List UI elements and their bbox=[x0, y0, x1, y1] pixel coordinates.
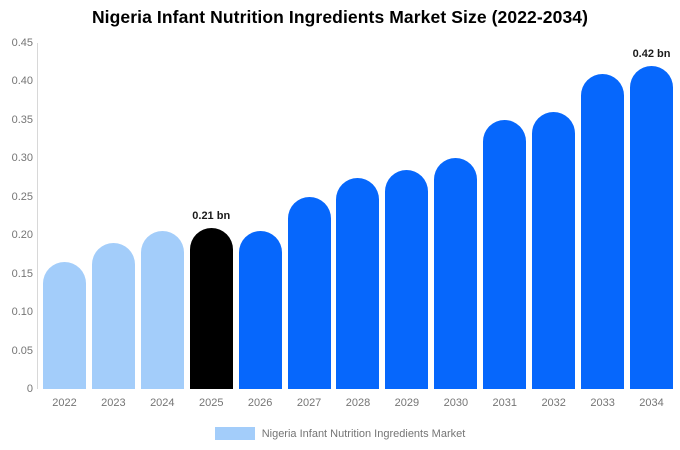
x-tick-label-2023: 2023 bbox=[101, 397, 126, 409]
legend: Nigeria Infant Nutrition Ingredients Mar… bbox=[0, 427, 680, 440]
bar-column-2032 bbox=[529, 43, 578, 389]
x-tick-label-2032: 2032 bbox=[541, 397, 566, 409]
bar-2028[interactable] bbox=[336, 178, 380, 389]
x-tick-label-2027: 2027 bbox=[296, 397, 322, 409]
bar-column-2026 bbox=[236, 43, 285, 389]
y-tick-label: 0.10 bbox=[11, 306, 33, 319]
bar-2029[interactable] bbox=[385, 170, 429, 389]
bar-2031[interactable] bbox=[483, 120, 527, 389]
x-tick-label-2026: 2026 bbox=[247, 397, 273, 409]
bar-column-2027 bbox=[285, 43, 334, 389]
bar-series: 0.21 bn 0.42 bn bbox=[40, 43, 676, 389]
x-tick-label-2034: 2034 bbox=[639, 397, 664, 409]
chart-title: Nigeria Infant Nutrition Ingredients Mar… bbox=[91, 7, 589, 27]
bar-column-2028 bbox=[334, 43, 383, 389]
legend-label: Nigeria Infant Nutrition Ingredients Mar… bbox=[261, 427, 466, 440]
bar-2034[interactable] bbox=[630, 66, 674, 389]
x-tick-label-2029: 2029 bbox=[394, 397, 420, 409]
bar-column-2024 bbox=[138, 43, 187, 389]
bar-2030[interactable] bbox=[434, 158, 478, 389]
y-tick-label: 0.30 bbox=[11, 152, 33, 165]
y-tick-label: 0.35 bbox=[11, 113, 33, 126]
y-tick-label: 0.40 bbox=[11, 75, 33, 88]
bar-column-2031 bbox=[480, 43, 529, 389]
bar-value-annotation: 0.21 bn bbox=[192, 210, 231, 222]
bar-value-annotation: 0.42 bn bbox=[632, 48, 671, 60]
bar-2027[interactable] bbox=[287, 197, 331, 389]
bar-column-2030 bbox=[431, 43, 480, 389]
plot-area: 0.21 bn 0.42 bn bbox=[40, 43, 676, 389]
x-tick-label-2022: 2022 bbox=[52, 397, 77, 409]
bar-column-2022 bbox=[40, 43, 89, 389]
bar-column-2034: 0.42 bn bbox=[627, 43, 676, 389]
legend-swatch-icon bbox=[214, 427, 255, 440]
y-tick-label: 0 bbox=[26, 383, 33, 395]
x-tick-label-2033: 2033 bbox=[590, 397, 615, 409]
x-tick-label-2028: 2028 bbox=[345, 397, 371, 409]
x-tick-label-2025: 2025 bbox=[198, 397, 224, 409]
legend-item[interactable]: Nigeria Infant Nutrition Ingredients Mar… bbox=[214, 427, 466, 440]
bar-column-2029 bbox=[382, 43, 431, 389]
bar-column-2023 bbox=[89, 43, 138, 389]
bar-column-2033 bbox=[578, 43, 627, 389]
x-axis-tick-labels: 2022 2023 2024 2025 2026 2027 2028 2029 2030 2031… bbox=[40, 397, 676, 410]
x-tick-label-2031: 2031 bbox=[492, 397, 517, 409]
bar-2032[interactable] bbox=[532, 112, 576, 389]
x-tick-label-2030: 2030 bbox=[443, 397, 469, 409]
bar-2026[interactable] bbox=[238, 231, 282, 389]
bar-2033[interactable] bbox=[581, 74, 625, 389]
bar-2024[interactable] bbox=[140, 231, 184, 389]
y-tick-label: 0.20 bbox=[11, 229, 33, 242]
y-tick-label: 0.15 bbox=[11, 267, 33, 280]
y-axis-line bbox=[37, 43, 38, 389]
y-tick-label: 0.25 bbox=[11, 190, 33, 203]
x-tick-label-2024: 2024 bbox=[150, 397, 175, 409]
bar-2022[interactable] bbox=[42, 262, 86, 389]
bar-2025[interactable] bbox=[189, 228, 233, 389]
bar-column-2025: 0.21 bn bbox=[187, 43, 236, 389]
bar-2023[interactable] bbox=[91, 243, 135, 389]
y-tick-label: 0.05 bbox=[11, 344, 33, 357]
y-tick-label: 0.45 bbox=[11, 37, 33, 49]
